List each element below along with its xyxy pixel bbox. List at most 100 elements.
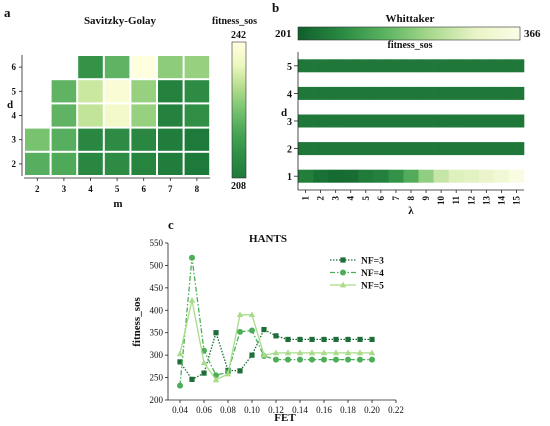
sg-x-tick-label: 4 — [88, 184, 93, 194]
hants-y-tick-label: 400 — [150, 305, 164, 315]
wh-cell — [298, 142, 314, 156]
wh-cell — [403, 59, 419, 73]
hants-point-0 — [249, 352, 255, 358]
wh-x-tick-label: 12 — [466, 196, 476, 206]
sg-cell — [158, 152, 183, 175]
wh-cell — [358, 59, 374, 73]
wh-cell — [388, 114, 404, 128]
hants-point-0 — [357, 336, 363, 343]
hants-point-0 — [177, 359, 183, 365]
wh-colorbar-max: 366 — [524, 28, 541, 40]
sg-cell — [184, 152, 210, 175]
sg-cell — [104, 128, 130, 151]
hants-legend: NF=3 NF=4 NF=5 — [330, 257, 384, 292]
wh-cell — [478, 142, 495, 156]
wh-x-tick-label: 6 — [376, 196, 386, 201]
hants-axes: 0.04 0.06 0.08 0.10 0.12 0.14 0.16 0.18 0.20 0.22… — [150, 238, 404, 415]
wh-x-tick-label: 13 — [481, 196, 491, 206]
wh-cell — [508, 114, 525, 128]
wh-cell — [493, 142, 510, 156]
wh-cell — [433, 59, 449, 73]
wh-cell — [298, 114, 314, 128]
wh-cell — [508, 59, 525, 73]
wh-x-tick-label: 8 — [406, 196, 416, 201]
hants-point-1 — [177, 382, 183, 389]
wh-cell — [493, 169, 510, 183]
wh-colorbar-min: 201 — [275, 28, 292, 40]
wh-cell — [448, 86, 465, 100]
wh-cell — [298, 169, 314, 183]
wh-cell — [373, 114, 389, 128]
hants-point-0 — [369, 336, 375, 343]
sg-cell — [104, 152, 130, 175]
wh-cell — [388, 142, 404, 156]
sg-x-tick-label: 3 — [62, 184, 67, 194]
sg-cell — [51, 104, 77, 127]
wh-cell — [328, 142, 344, 156]
hants-point-0 — [213, 330, 219, 336]
wh-cell — [343, 142, 359, 156]
sg-colorbar-min: 208 — [231, 181, 246, 192]
wh-cell — [478, 86, 495, 100]
wh-y-tick-label: 3 — [287, 117, 292, 128]
wh-cell — [313, 169, 329, 183]
wh-cell — [478, 59, 495, 73]
wh-x-tick-label: 14 — [496, 196, 506, 206]
hants-point-0 — [297, 336, 303, 343]
hants-series-line-1 — [179, 257, 372, 386]
hants-y-tick-label: 500 — [150, 260, 164, 270]
panel-a: a Savitzky-Golay 2 3 4 5 6 7 8 2 3 4 5 6 m d fitnes… — [4, 5, 257, 210]
hants-point-1 — [369, 356, 375, 363]
sg-xlabel: m — [113, 198, 122, 210]
sg-cell — [131, 56, 156, 79]
hants-legend-marker-0 — [340, 257, 346, 263]
wh-cell — [463, 142, 480, 156]
hants-x-tick-label: 0.22 — [388, 405, 404, 415]
hants-point-1 — [309, 356, 315, 363]
sg-cell — [158, 104, 183, 127]
hants-point-1 — [249, 327, 255, 334]
wh-cell — [358, 142, 374, 156]
sg-cell — [78, 104, 103, 127]
wh-cell — [358, 169, 374, 183]
hants-point-2 — [272, 349, 280, 356]
hants-point-2 — [188, 297, 196, 303]
wh-cell — [358, 86, 374, 100]
hants-legend-label-1: NF=4 — [361, 269, 384, 279]
sg-y-tick-label: 2 — [12, 159, 17, 169]
wh-cell — [373, 169, 389, 183]
wh-cell — [508, 169, 525, 183]
wh-cell — [388, 59, 404, 73]
hants-x-tick-label: 0.18 — [340, 405, 356, 415]
wh-heatmap — [298, 59, 525, 183]
panel-c-title: HANTS — [249, 233, 287, 245]
hants-point-2 — [356, 349, 364, 356]
sg-cell — [131, 128, 156, 151]
wh-cell — [463, 169, 480, 183]
sg-y-tick-label: 5 — [12, 86, 17, 96]
wh-cell — [418, 114, 434, 128]
hants-point-2 — [368, 349, 376, 356]
sg-x-tick-label: 7 — [168, 184, 173, 194]
sg-heatmap — [25, 56, 210, 175]
panel-b-title: Whittaker — [386, 13, 435, 25]
wh-cell — [373, 59, 389, 73]
wh-y-tick-label: 2 — [287, 145, 292, 156]
hants-point-1 — [357, 356, 363, 363]
wh-cell — [328, 114, 344, 128]
wh-x-tick-label: 15 — [512, 196, 522, 206]
hants-point-1 — [237, 328, 243, 335]
panel-a-title: Savitzky-Golay — [84, 15, 157, 27]
wh-cell — [358, 114, 374, 128]
sg-cell — [51, 80, 77, 103]
hants-point-0 — [201, 370, 207, 376]
wh-cell — [448, 142, 465, 156]
sg-cell — [131, 152, 156, 175]
sg-y-tick-label: 6 — [12, 62, 17, 72]
wh-cell — [328, 59, 344, 73]
wh-cell — [403, 142, 419, 156]
sg-cell — [184, 104, 210, 127]
hants-point-0 — [261, 326, 267, 333]
hants-point-2 — [248, 311, 256, 318]
